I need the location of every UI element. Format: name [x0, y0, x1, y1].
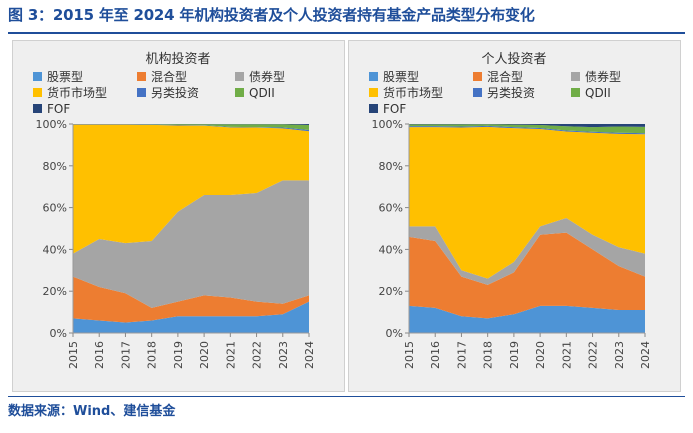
legend-swatch	[137, 88, 146, 97]
legend-swatch	[571, 72, 580, 81]
legend-swatch	[369, 88, 378, 97]
y-tick-label: 20%	[379, 285, 403, 298]
legend-item-money-market: 货币市场型	[33, 85, 107, 100]
legend-item-stock: 股票型	[369, 70, 419, 84]
legend-swatch	[137, 72, 146, 81]
legend-label: 债券型	[585, 69, 621, 84]
legend-item-hybrid: 混合型	[137, 69, 187, 84]
x-tick-label: 2021	[224, 341, 237, 369]
y-tick-label: 40%	[43, 243, 67, 256]
area-hybrid	[73, 276, 309, 323]
chart-title: 个人投资者	[481, 51, 546, 67]
x-tick-label: 2017	[119, 341, 132, 369]
area-qdii	[73, 124, 309, 131]
area-bond	[409, 218, 645, 285]
x-tick-label: 2023	[613, 341, 626, 369]
institutional-chart-panel: 机构投资者股票型 混合型 债券型货币市场型 另类投资 QDII FOF 0% 20% 40% 60…	[12, 40, 345, 392]
legend-swatch	[33, 104, 42, 113]
legend-swatch	[235, 88, 244, 97]
legend-item-bond: 债券型	[235, 69, 285, 84]
legend-swatch	[369, 104, 378, 113]
x-tick-label: 2018	[482, 341, 495, 369]
x-tick-label: 2024	[303, 341, 316, 369]
individual-chart-panel: 个人投资者股票型 混合型 债券型货币市场型 另类投资 QDII FOF 0% 20% 40% 60…	[348, 40, 681, 392]
legend-label: FOF	[383, 102, 406, 116]
area-fof	[73, 124, 309, 126]
legend-label: 货币市场型	[383, 85, 443, 100]
x-tick-label: 2022	[251, 341, 264, 369]
source-note: 数据来源：Wind、建信基金	[8, 404, 176, 419]
y-tick-label: 60%	[379, 202, 403, 215]
area-qdii	[409, 124, 645, 134]
x-tick-label: 2021	[560, 341, 573, 369]
legend-label: 债券型	[249, 69, 285, 84]
legend-item-money-market: 货币市场型	[369, 85, 443, 100]
x-tick-label: 2020	[534, 341, 547, 369]
x-tick-label: 2023	[277, 341, 290, 369]
legend-item-fof: FOF	[33, 102, 70, 116]
legend-label: 股票型	[47, 70, 83, 84]
legend-item-fof: FOF	[369, 102, 406, 116]
x-tick-label: 2016	[93, 341, 106, 369]
legend-swatch	[33, 72, 42, 81]
legend-swatch	[571, 88, 580, 97]
legend-item-hybrid: 混合型	[473, 69, 523, 84]
legend-swatch	[369, 72, 378, 81]
x-tick-label: 2022	[587, 341, 600, 369]
legend-swatch	[473, 88, 482, 97]
y-tick-label: 40%	[379, 243, 403, 256]
legend-item-qdii: QDII	[571, 86, 611, 100]
y-tick-label: 20%	[43, 285, 67, 298]
source-divider	[8, 396, 685, 397]
y-tick-label: 100%	[36, 118, 67, 131]
legend-label: FOF	[47, 102, 70, 116]
y-tick-label: 0%	[50, 327, 67, 340]
legend-swatch	[33, 88, 42, 97]
x-tick-label: 2017	[455, 341, 468, 369]
area-hybrid	[409, 232, 645, 319]
x-tick-label: 2020	[198, 341, 211, 369]
legend-item-alternative: 另类投资	[137, 85, 199, 100]
area-stock	[73, 301, 309, 333]
legend-label: 混合型	[487, 69, 523, 84]
legend-item-stock: 股票型	[33, 70, 83, 84]
chart-title: 机构投资者	[145, 51, 210, 67]
legend-label: QDII	[249, 86, 275, 100]
y-tick-label: 80%	[43, 160, 67, 173]
legend-item-alternative: 另类投资	[473, 85, 535, 100]
legend-item-qdii: QDII	[235, 86, 275, 100]
legend-label: 货币市场型	[47, 85, 107, 100]
figure-title: 图 3：2015 年至 2024 年机构投资者及个人投资者持有基金产品类型分布变…	[8, 6, 535, 24]
y-tick-label: 0%	[386, 327, 403, 340]
y-tick-label: 60%	[43, 202, 67, 215]
title-divider	[8, 32, 685, 34]
area-alternative	[409, 125, 645, 135]
x-tick-label: 2024	[639, 341, 652, 369]
legend-label: QDII	[585, 86, 611, 100]
area-fof	[409, 124, 645, 128]
x-tick-label: 2019	[172, 341, 185, 369]
legend-label: 混合型	[151, 69, 187, 84]
legend-label: 另类投资	[151, 85, 199, 100]
area-bond	[73, 180, 309, 308]
legend-label: 另类投资	[487, 85, 535, 100]
y-tick-label: 80%	[379, 160, 403, 173]
legend-item-bond: 债券型	[571, 69, 621, 84]
legend-label: 股票型	[383, 70, 419, 84]
legend-swatch	[473, 72, 482, 81]
area-stock	[409, 305, 645, 333]
y-tick-label: 100%	[372, 118, 403, 131]
area-money-market	[73, 124, 309, 254]
area-money-market	[409, 126, 645, 279]
x-tick-label: 2015	[403, 341, 416, 369]
legend-swatch	[235, 72, 244, 81]
x-tick-label: 2015	[67, 341, 80, 369]
x-tick-label: 2018	[146, 341, 159, 369]
x-tick-label: 2019	[508, 341, 521, 369]
x-tick-label: 2016	[429, 341, 442, 369]
